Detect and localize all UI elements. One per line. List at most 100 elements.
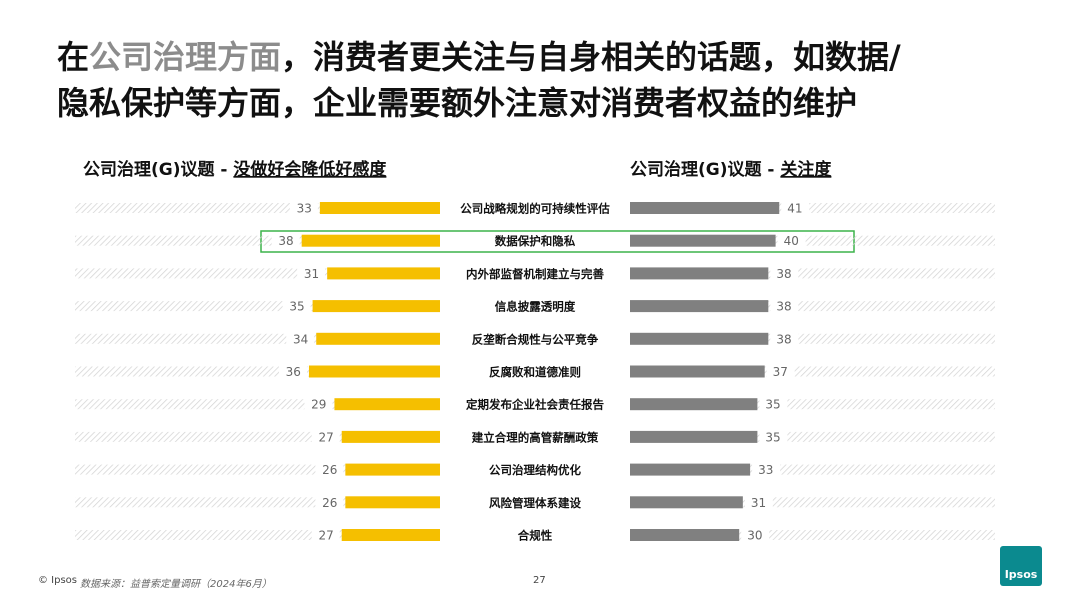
title-part: 在 [57,38,90,76]
label-backdrop [770,298,799,315]
value-label: 36 [286,365,301,379]
legend-label: 关注度 [780,159,832,180]
label-backdrop [759,396,788,413]
value-label: 41 [787,202,802,216]
row-background [630,497,995,508]
row-background [75,497,440,508]
row-background [75,399,440,410]
row-background [630,235,995,246]
legend-label: 没做好会降低好感度 [233,159,387,180]
row-background [75,268,440,279]
bar [630,398,758,411]
logo: Ipsos [1000,546,1042,586]
label-backdrop [315,461,344,478]
value-label: 31 [304,267,319,281]
label-backdrop [304,396,333,413]
value-label: 38 [776,332,791,346]
row-background [630,268,995,279]
value-label: 35 [765,430,780,444]
row-background [630,301,995,312]
category-label: 合规性 [518,529,553,543]
category-label: 公司战略规划的可持续性评估 [460,202,610,216]
category-label: 反垄断合规性与公平竞争 [472,332,599,346]
title-part: ，消费者更关注与自身相关的话题，如数据/ [281,38,901,76]
label-backdrop [311,428,340,445]
row-background [75,530,440,540]
value-label: 27 [318,529,333,543]
row-background [75,333,440,344]
label-backdrop [289,200,318,216]
label-backdrop [282,298,311,315]
row-background [75,235,440,246]
category-label: 数据保护和隐私 [495,234,576,248]
series-header: 公司治理(G)议题 - 关注度 [630,159,832,180]
source-note: 数据来源：益普索定量调研（2024年6月） [80,579,272,590]
value-label: 35 [765,398,780,412]
value-label: 33 [758,463,773,477]
label-backdrop [759,428,788,445]
page-number: 27 [533,575,546,586]
row-background [630,464,995,475]
bar [345,463,440,476]
value-label: 26 [322,496,337,510]
row-background [75,431,440,442]
row-background [75,301,440,312]
bar [327,267,440,280]
row-background [630,431,995,442]
value-label: 27 [318,430,333,444]
bar [630,234,776,247]
value-label: 26 [322,463,337,477]
category-label: 定期发布企业社会责任报告 [466,398,604,412]
category-label: 风险管理体系建设 [489,496,581,510]
value-label: 38 [776,267,791,281]
label-backdrop [752,461,781,478]
bar [308,365,440,378]
bar [319,202,440,214]
bar [341,430,440,443]
row-background [630,399,995,410]
header-prefix: 公司治理(G)议题 - [83,159,233,180]
row-background [75,203,440,213]
bar [630,496,743,509]
label-backdrop [297,265,326,282]
label-backdrop [770,265,799,282]
bar [630,267,769,280]
label-backdrop [286,330,315,347]
bar [630,332,769,345]
label-backdrop [781,200,810,216]
label-backdrop [311,527,340,543]
bar [630,202,780,214]
bar [334,398,440,411]
label-backdrop [315,494,344,511]
bar [316,332,440,345]
row-background [75,366,440,377]
label-backdrop [278,363,307,380]
label-backdrop [777,232,806,249]
bar [630,300,769,313]
bar [630,529,740,541]
bar [630,365,765,378]
bar [345,496,440,509]
header-prefix: 公司治理(G)议题 - [630,159,780,180]
category-label: 信息披露透明度 [495,300,576,314]
value-label: 38 [776,300,791,314]
label-backdrop [741,527,770,543]
bar [630,430,758,443]
slide-title: 在公司治理方面，消费者更关注与自身相关的话题，如数据/隐私保护等方面，企业需要额… [57,34,1057,126]
row-background [630,203,995,213]
bar [341,529,440,541]
row-background [630,366,995,377]
title-highlight: 公司治理方面 [89,38,282,76]
value-label: 33 [297,202,312,216]
category-label: 反腐败和道德准则 [489,365,581,379]
label-backdrop [744,494,773,511]
value-label: 35 [289,300,304,314]
category-label: 公司治理结构优化 [489,463,581,477]
copyright: © Ipsos [38,575,78,586]
category-label: 建立合理的高管薪酬政策 [472,430,599,444]
row-background [630,530,995,540]
value-label: 29 [311,398,326,412]
title-part: 隐私保护等方面，企业需要额外注意对消费者权益的维护 [57,84,858,122]
category-label: 内外部监督机制建立与完善 [466,267,604,281]
